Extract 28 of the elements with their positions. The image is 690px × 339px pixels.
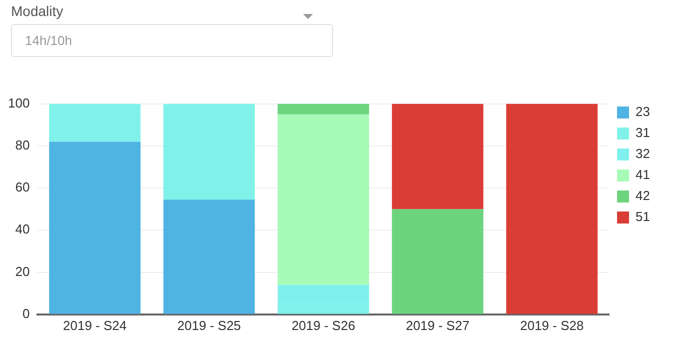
y-tick-label: 100 — [8, 95, 30, 110]
bar — [163, 104, 255, 200]
legend-label: 32 — [636, 146, 650, 162]
x-tick-label: 2019 - S24 — [63, 318, 127, 333]
x-tick-label: 2019 - S26 — [292, 318, 356, 333]
legend-label: 31 — [636, 125, 650, 140]
bar — [278, 114, 370, 285]
bar — [392, 209, 484, 314]
bar — [49, 104, 141, 142]
x-tick-label: 2019 - S27 — [406, 318, 470, 333]
x-tick-label: 2019 - S28 — [520, 318, 584, 333]
legend-label: 41 — [636, 167, 650, 182]
text: Modality — [11, 3, 64, 19]
y-tick-label: 0 — [22, 306, 30, 321]
bar — [392, 104, 484, 210]
bar — [163, 200, 255, 314]
y-tick-label: 40 — [15, 222, 30, 237]
bar — [49, 142, 141, 314]
y-tick-label: 80 — [15, 138, 30, 152]
y-tick-label: 20 — [15, 264, 30, 279]
legend-label: 51 — [636, 209, 650, 224]
y-tick-label: 60 — [15, 180, 30, 195]
bar — [278, 104, 370, 114]
bar — [506, 104, 598, 314]
legend-label: 23 — [636, 104, 650, 120]
legend-label: 42 — [636, 188, 650, 204]
x-tick-label: 2019 - S25 — [177, 318, 241, 333]
dropdown-field: 14h/10h — [11, 24, 333, 57]
